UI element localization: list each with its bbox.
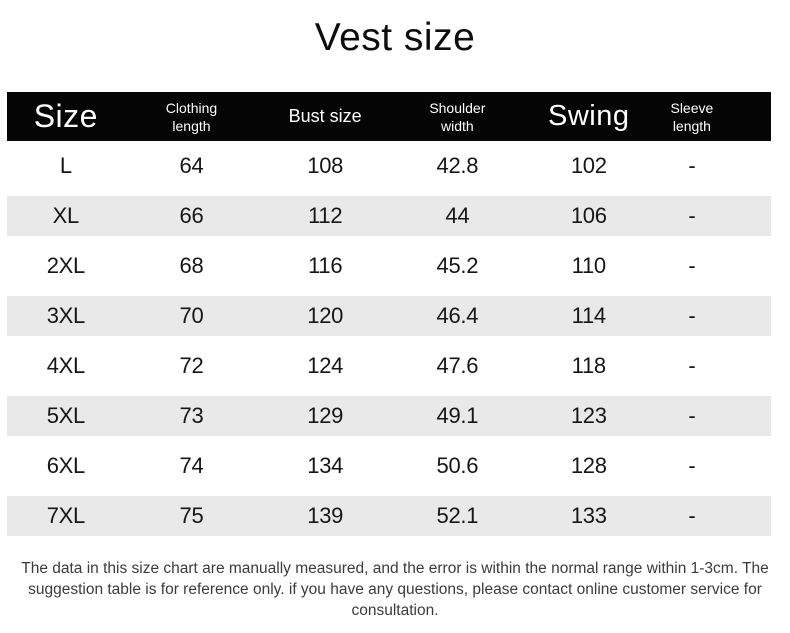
table-body: L 64 108 42.8 102 - XL 66 112 44 106 - 2…	[7, 141, 771, 541]
table-row: L 64 108 42.8 102 -	[7, 141, 771, 191]
cell-sleeve-length: -	[688, 253, 696, 278]
cell-sleeve-length: -	[688, 453, 696, 478]
cell-clothing-length: 66	[179, 203, 204, 228]
cell-bust-size: 120	[307, 303, 344, 328]
table-row: 4XL 72 124 47.6 118 -	[7, 341, 771, 391]
cell-bust-size: 116	[308, 253, 343, 278]
cell-shoulder-width: 46.4	[436, 303, 479, 328]
column-header-bust-size: Bust size	[288, 106, 362, 126]
cell-swing: 102	[570, 153, 607, 178]
column-header-size: Size	[33, 98, 98, 134]
cell-size: 5XL	[46, 403, 86, 428]
cell-clothing-length: 64	[179, 153, 204, 178]
size-table: Size Clothing length Bust size Shoulder …	[7, 92, 771, 541]
cell-bust-size: 112	[308, 203, 343, 228]
column-header-shoulder-width: Shoulder width	[429, 99, 486, 134]
cell-bust-size: 124	[307, 353, 344, 378]
cell-clothing-length: 75	[179, 503, 204, 528]
table-header: Size Clothing length Bust size Shoulder …	[7, 92, 771, 141]
cell-clothing-length: 70	[179, 303, 204, 328]
table-row: XL 66 112 44 106 -	[7, 191, 771, 241]
cell-size: 3XL	[46, 303, 86, 328]
cell-swing: 114	[571, 303, 606, 328]
table-row: 6XL 74 134 50.6 128 -	[7, 441, 771, 491]
cell-swing: 118	[571, 353, 606, 378]
cell-size: L	[59, 153, 72, 178]
column-header-sleeve-length: Sleeve length	[670, 99, 714, 134]
cell-swing: 110	[571, 253, 606, 278]
cell-swing: 123	[570, 403, 607, 428]
cell-bust-size: 139	[307, 503, 344, 528]
table-row: 2XL 68 116 45.2 110 -	[7, 241, 771, 291]
cell-bust-size: 108	[307, 153, 344, 178]
measurement-note: The data in this size chart are manually…	[21, 560, 769, 619]
cell-bust-size: 129	[307, 403, 344, 428]
cell-shoulder-width: 45.2	[436, 253, 479, 278]
cell-sleeve-length: -	[688, 303, 696, 328]
cell-shoulder-width: 47.6	[436, 353, 479, 378]
cell-shoulder-width: 42.8	[436, 153, 479, 178]
column-header-clothing-length: Clothing length	[165, 99, 218, 134]
cell-size: 4XL	[46, 353, 86, 378]
cell-clothing-length: 74	[179, 453, 204, 478]
page-title: Vest size	[314, 16, 476, 59]
cell-shoulder-width: 52.1	[436, 503, 479, 528]
cell-clothing-length: 68	[179, 253, 204, 278]
cell-swing: 133	[570, 503, 607, 528]
table-row: 3XL 70 120 46.4 114 -	[7, 291, 771, 341]
cell-sleeve-length: -	[688, 203, 696, 228]
cell-size: 7XL	[46, 503, 86, 528]
table-row: 5XL 73 129 49.1 123 -	[7, 391, 771, 441]
cell-clothing-length: 72	[179, 353, 204, 378]
table-row: 7XL 75 139 52.1 133 -	[7, 491, 771, 541]
cell-clothing-length: 73	[179, 403, 204, 428]
column-header-swing: Swing	[547, 100, 630, 132]
cell-sleeve-length: -	[688, 503, 696, 528]
cell-sleeve-length: -	[688, 403, 696, 428]
cell-size: XL	[52, 203, 80, 228]
cell-sleeve-length: -	[688, 353, 696, 378]
cell-swing: 128	[570, 453, 607, 478]
cell-bust-size: 134	[307, 453, 344, 478]
cell-size: 6XL	[46, 453, 86, 478]
cell-shoulder-width: 49.1	[436, 403, 479, 428]
cell-shoulder-width: 44	[445, 203, 470, 228]
cell-swing: 106	[570, 203, 607, 228]
cell-size: 2XL	[46, 253, 86, 278]
cell-sleeve-length: -	[688, 153, 696, 178]
cell-shoulder-width: 50.6	[436, 453, 479, 478]
